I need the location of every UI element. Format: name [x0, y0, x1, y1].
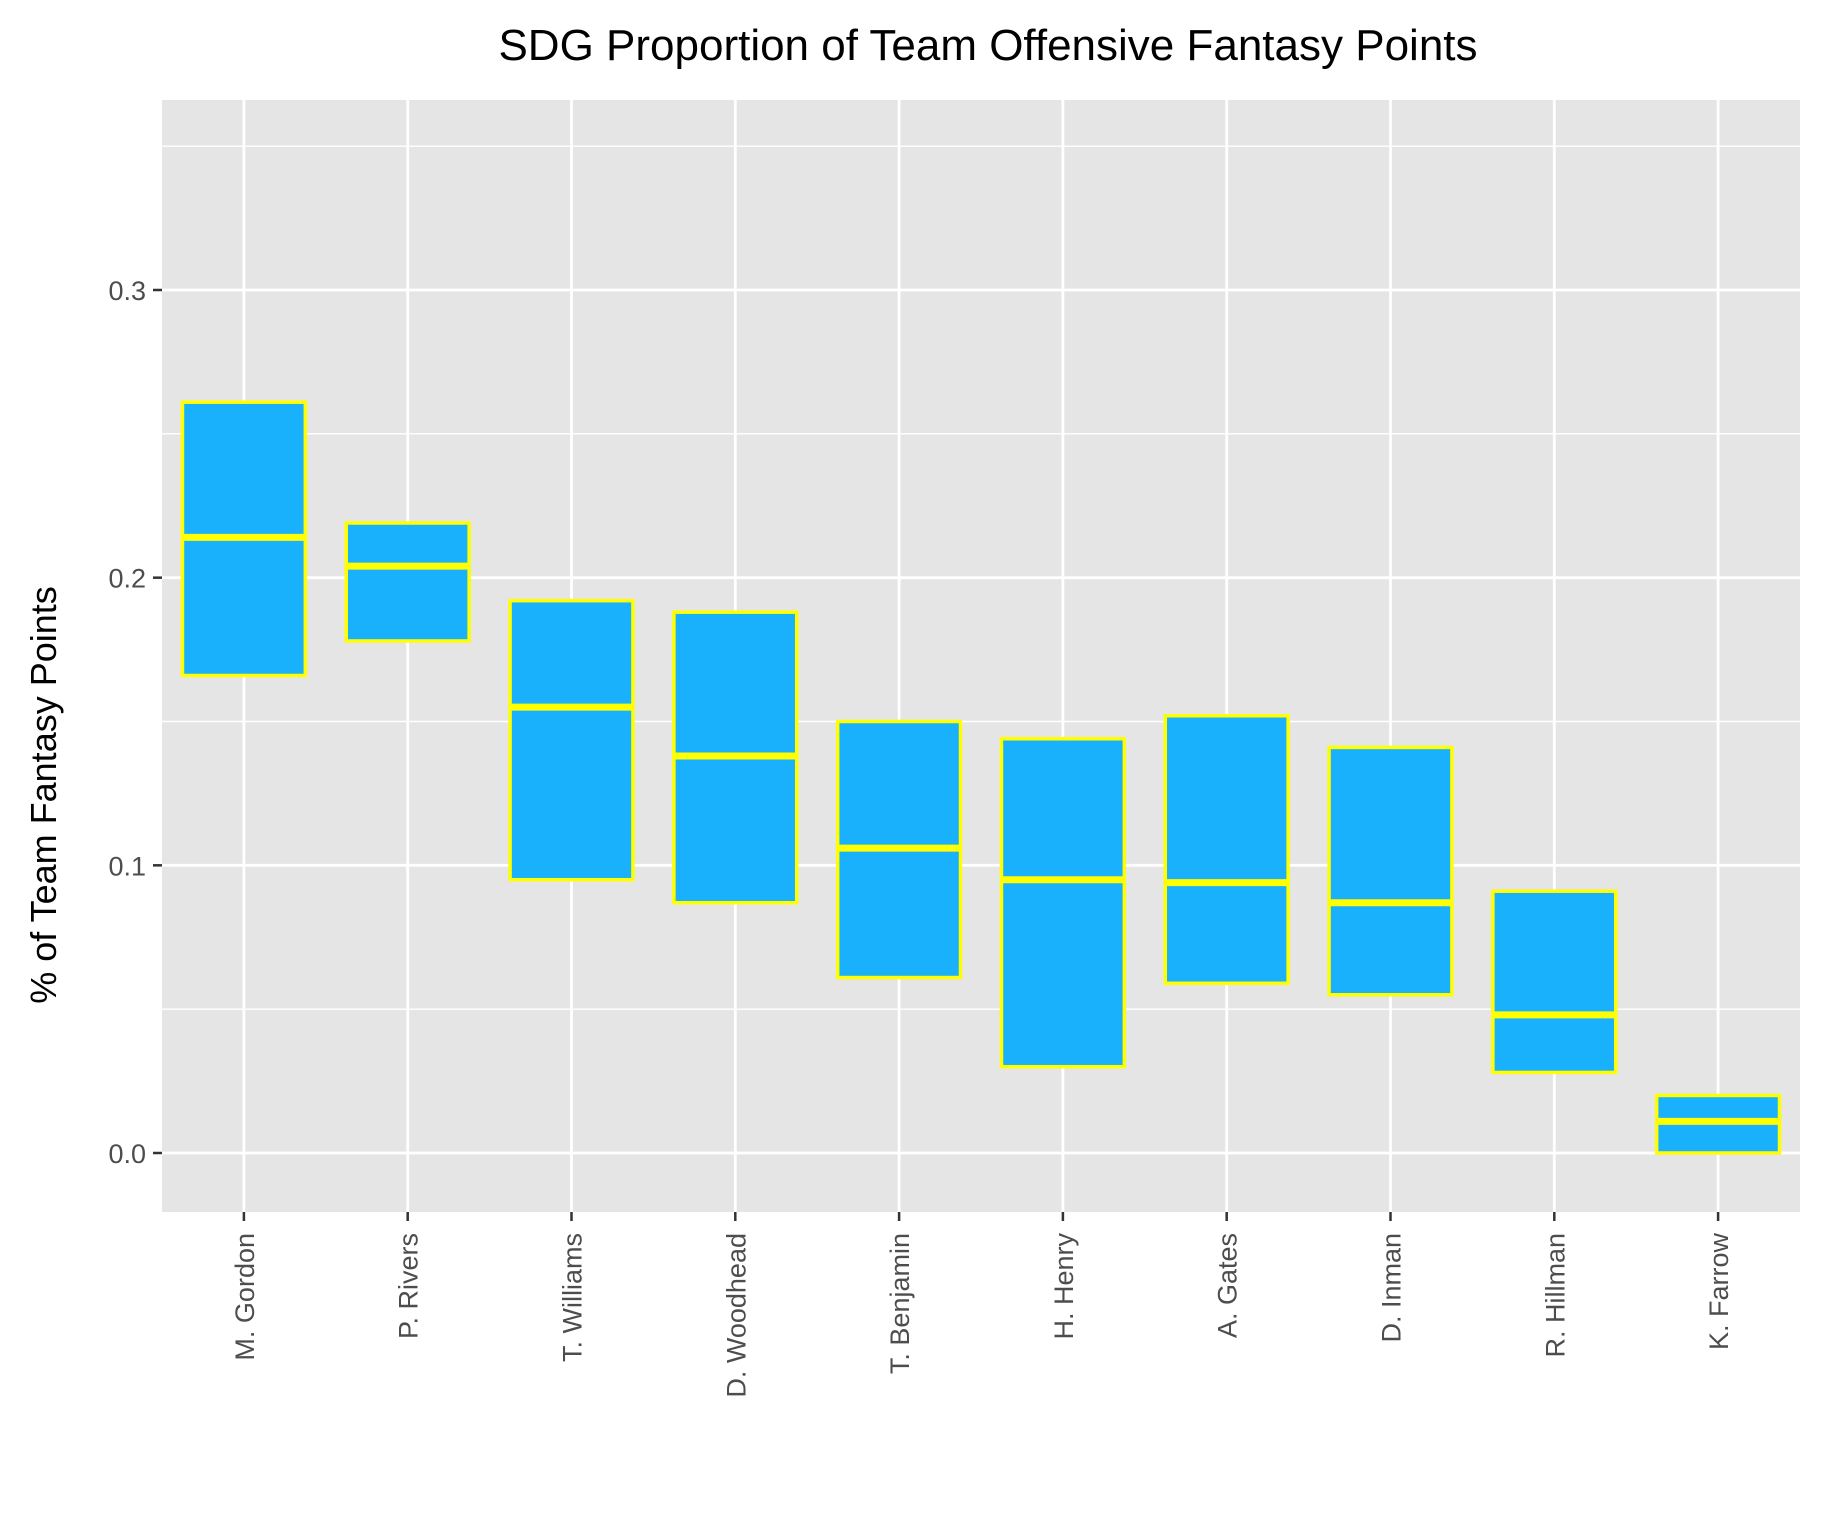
- y-tick-label: 0.2: [108, 564, 146, 594]
- boxes: [180, 400, 1782, 1155]
- x-tick-label: K. Farrow: [1704, 1233, 1734, 1351]
- x-tick-label: H. Henry: [1049, 1233, 1079, 1340]
- x-tick-label: A. Gates: [1213, 1233, 1243, 1338]
- box-7: [1163, 713, 1290, 986]
- y-axis-label: % of Team Fantasy Points: [23, 586, 64, 1004]
- box-3: [508, 598, 635, 882]
- box-9: [1491, 889, 1618, 1075]
- x-tick-label: D. Inman: [1377, 1233, 1407, 1343]
- box-2: [344, 521, 471, 643]
- x-tick-label: R. Hillman: [1540, 1233, 1570, 1358]
- x-tick-label: M. Gordon: [230, 1233, 260, 1361]
- y-tick-label: 0.1: [108, 851, 146, 881]
- y-axis: 0.0 0.1 0.2 0.3: [108, 276, 162, 1169]
- box-8: [1327, 745, 1454, 997]
- x-tick-label: T. Benjamin: [885, 1233, 915, 1374]
- y-tick-label: 0.3: [108, 276, 146, 306]
- box-6: [999, 737, 1127, 1069]
- y-tick-label: 0.0: [108, 1139, 146, 1169]
- chart-title: SDG Proportion of Team Offensive Fantasy…: [498, 21, 1477, 70]
- x-axis: M. Gordon P. Rivers T. Williams D. Woodhead…: [230, 1212, 1734, 1398]
- x-tick-label: T. Williams: [558, 1233, 588, 1362]
- x-tick-label: D. Woodhead: [721, 1233, 751, 1398]
- x-tick-label: P. Rivers: [394, 1233, 424, 1339]
